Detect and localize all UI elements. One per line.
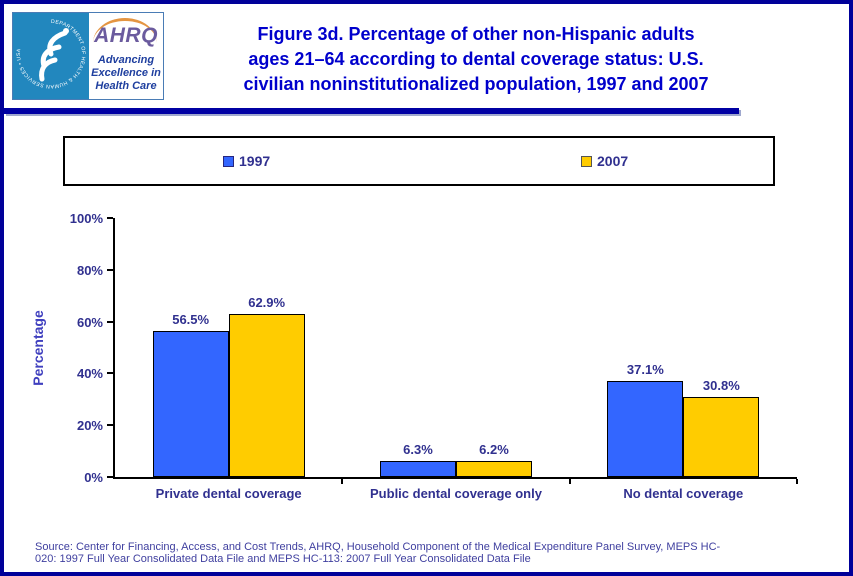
figure-title-line-2: ages 21–64 according to dental coverage … — [248, 49, 704, 69]
data-label-1997-3: 37.1% — [626, 361, 664, 377]
bar-2007-1 — [228, 314, 305, 477]
y-tick-mark — [107, 268, 113, 271]
header-divider — [4, 108, 739, 114]
data-label-1997-1: 56.5% — [172, 311, 210, 327]
ahrq-hhs-logo: DEPARTMENT OF HEALTH & HUMAN SERVICES • … — [12, 12, 164, 100]
x-tick-mark — [341, 479, 344, 484]
y-axis-title: Percentage — [30, 310, 46, 386]
source-note: Source: Center for Financing, Access, an… — [35, 541, 835, 565]
plot-area: 0% 20% 40% 60% 80% 100% 56.5% 62.9% Private dent… — [70, 211, 798, 501]
category-label: No dental coverage — [623, 486, 744, 501]
legend-swatch-2007 — [581, 155, 592, 167]
legend-entry-1997: 1997 — [223, 153, 270, 169]
hhs-eagle-icon: DEPARTMENT OF HEALTH & HUMAN SERVICES • … — [16, 19, 86, 89]
legend-label-2007: 2007 — [597, 153, 629, 169]
data-label-2007-2: 6.2% — [479, 441, 509, 457]
source-line-1: Source: Center for Financing, Access, an… — [35, 541, 721, 553]
bar-2007-3 — [683, 397, 760, 477]
x-tick-mark — [568, 479, 571, 484]
y-tick-label: 100% — [69, 211, 103, 226]
data-label-1997-2: 6.3% — [403, 441, 433, 457]
bar-1997-3 — [607, 380, 684, 477]
x-tick-mark — [796, 479, 798, 484]
y-tick-label: 80% — [76, 262, 103, 278]
y-tick-label: 40% — [76, 366, 103, 382]
data-label-2007-1: 62.9% — [248, 295, 286, 311]
source-line-2: 020: 1997 Full Year Consolidated Data Fi… — [35, 553, 531, 565]
y-tick-mark — [107, 424, 113, 427]
bar-1997-2 — [380, 460, 456, 477]
category-label: Public dental coverage only — [370, 486, 542, 501]
hhs-seal: DEPARTMENT OF HEALTH & HUMAN SERVICES • … — [13, 13, 89, 99]
legend-entry-2007: 2007 — [581, 153, 628, 169]
chart-legend: 1997 2007 — [63, 136, 775, 186]
figure-title-line-3: civilian noninstitutionalized population… — [243, 74, 709, 94]
ahrq-logo: AHRQ Advancing Excellence in Health Care — [89, 13, 163, 99]
y-tick-label: 60% — [76, 314, 103, 330]
ahrq-logo-text: AHRQ — [94, 24, 158, 47]
y-tick-mark — [107, 217, 113, 219]
category-label: Private dental coverage — [155, 486, 302, 501]
figure-title: Figure 3d. Percentage of other non-Hispa… — [166, 22, 786, 97]
y-tick-label: 0% — [84, 470, 103, 485]
ahrq-tagline: Advancing Excellence in Health Care — [91, 54, 161, 92]
y-tick-mark — [107, 476, 113, 478]
y-tick-mark — [107, 372, 113, 375]
legend-label-1997: 1997 — [239, 153, 271, 169]
figure-title-line-1: Figure 3d. Percentage of other non-Hispa… — [257, 24, 695, 44]
legend-swatch-1997 — [223, 155, 234, 167]
y-tick-label: 20% — [76, 418, 103, 434]
bar-1997-1 — [152, 330, 229, 477]
bar-2007-2 — [456, 460, 532, 477]
y-tick-mark — [107, 320, 113, 323]
ahrq-arc-icon — [93, 18, 157, 43]
data-label-2007-3: 30.8% — [702, 378, 740, 394]
